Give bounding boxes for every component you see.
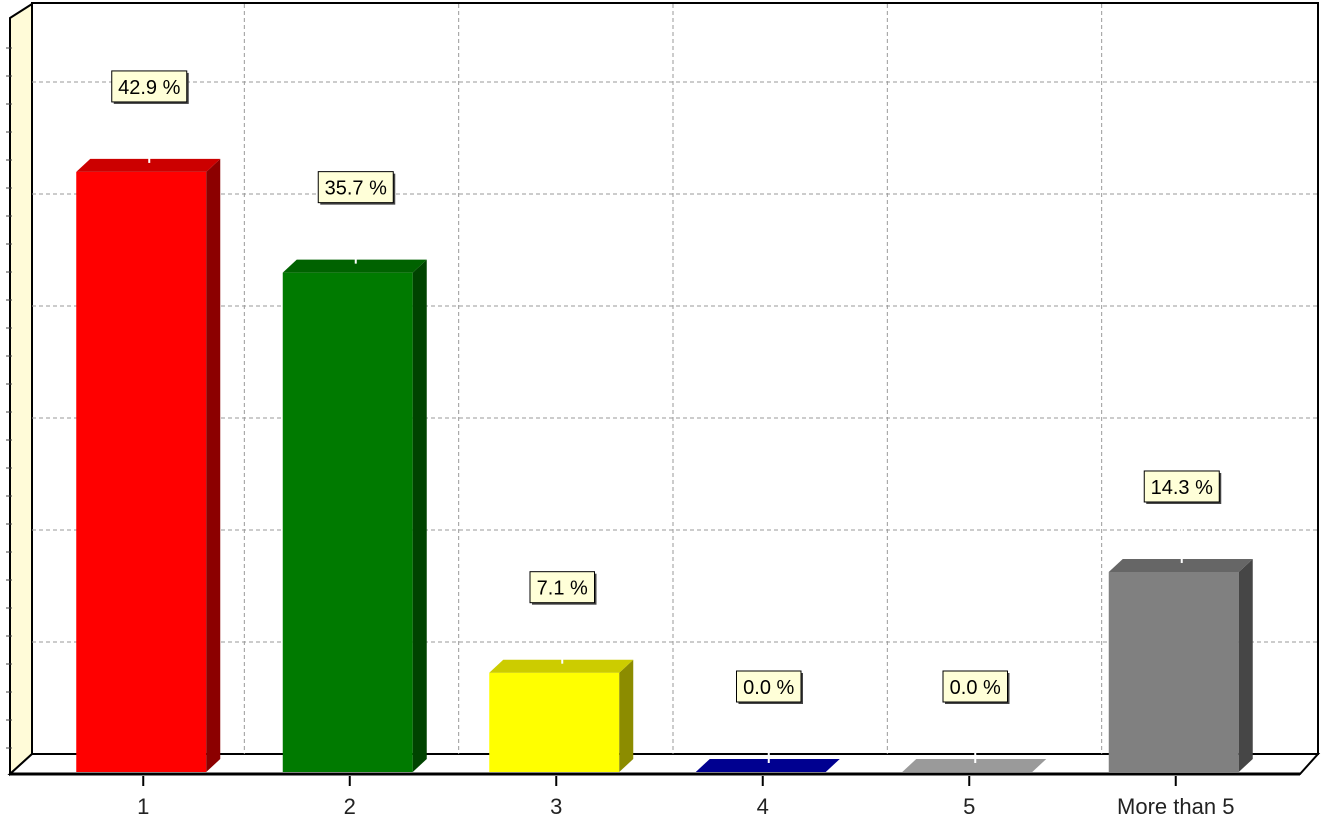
bar-front — [76, 171, 207, 772]
chart-walls — [7, 2, 1321, 777]
label-box — [111, 70, 188, 103]
x-tick-label: 1 — [137, 794, 149, 819]
bar-5 — [902, 759, 1047, 772]
bar-top — [489, 659, 634, 673]
label-text: 0.0 % — [743, 677, 794, 699]
label-text: 0.0 % — [950, 677, 1001, 699]
bar-side — [412, 259, 427, 772]
label-text: 35.7 % — [325, 178, 387, 200]
bar-top — [1108, 558, 1253, 572]
bar-side — [1238, 558, 1253, 772]
x-tick-label: 2 — [344, 794, 356, 819]
data-label: 0.0 % — [942, 670, 1010, 763]
data-label: 35.7 % — [317, 171, 396, 264]
bars — [76, 158, 1253, 772]
grid-lines — [32, 4, 1318, 754]
x-tick-label: 5 — [963, 794, 975, 819]
label-box — [317, 171, 394, 204]
data-label: 0.0 % — [736, 670, 803, 763]
data-label: 14.3 % — [1143, 470, 1222, 563]
bar-side — [206, 158, 221, 772]
bar-6 — [1108, 558, 1253, 772]
bar-front — [282, 272, 413, 772]
bar-side — [619, 659, 634, 772]
bar-top — [76, 158, 221, 172]
label-text: 14.3 % — [1151, 477, 1213, 499]
bar-top — [282, 259, 427, 273]
plot-back-wall — [31, 2, 1319, 755]
data-label: 7.1 % — [529, 571, 597, 664]
x-tick-label: 4 — [757, 794, 769, 819]
label-text: 42.9 % — [118, 77, 180, 99]
bar-4 — [695, 759, 840, 772]
bar-3 — [489, 659, 634, 772]
bar-front — [1108, 571, 1239, 772]
label-box — [529, 571, 595, 604]
bar-1 — [76, 158, 221, 772]
label-text: 7.1 % — [537, 578, 588, 600]
label-box — [942, 670, 1008, 703]
label-box — [736, 670, 802, 703]
bar-2 — [282, 259, 427, 772]
label-box — [1143, 470, 1220, 503]
x-axis-tick-labels: 1 2 3 4 5 More than 5 — [137, 776, 1234, 819]
left-wall — [9, 2, 33, 777]
x-tick-label: 3 — [550, 794, 562, 819]
bar-top — [902, 759, 1047, 772]
data-labels: 42.9 % 35.7 % 7.1 % 0.0 % 0.0 % 14.3 % — [111, 70, 1222, 763]
data-label: 42.9 % — [111, 70, 189, 163]
bar-front — [489, 672, 620, 772]
y-axis-ticks — [6, 47, 12, 749]
x-tick-label: More than 5 — [1117, 794, 1234, 819]
bar-top — [695, 759, 840, 772]
